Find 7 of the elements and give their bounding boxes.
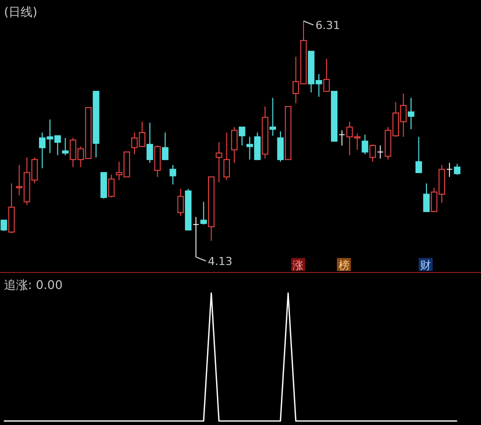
annotation: 4.13 — [208, 255, 232, 268]
chart-title: 追涨: 0.00 — [4, 278, 63, 292]
text: 财 — [420, 259, 432, 272]
text: 榜 — [338, 259, 350, 272]
text: 涨 — [292, 259, 304, 272]
annotation: 6.31 — [315, 19, 340, 32]
chart-title: (日线) — [4, 5, 38, 19]
